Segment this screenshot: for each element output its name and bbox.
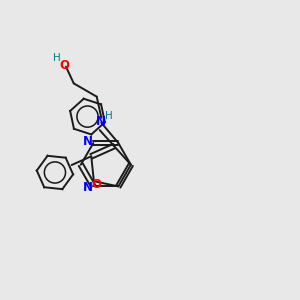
- Text: N: N: [96, 116, 106, 128]
- Text: N: N: [83, 135, 93, 148]
- Text: N: N: [83, 182, 93, 194]
- Text: H: H: [105, 111, 113, 121]
- Text: O: O: [59, 58, 70, 72]
- Text: H: H: [52, 53, 60, 63]
- Text: O: O: [92, 178, 102, 190]
